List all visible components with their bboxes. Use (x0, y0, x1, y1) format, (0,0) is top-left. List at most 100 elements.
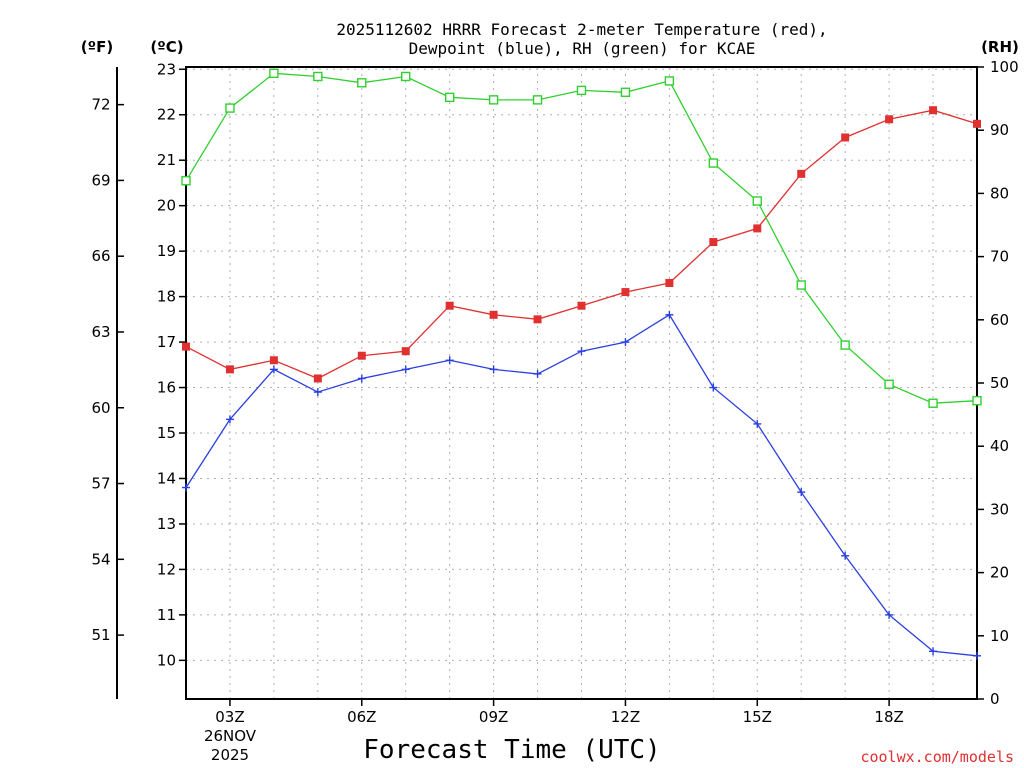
x-tick-label: 06Z (347, 708, 376, 726)
relative-humidity-point (181, 176, 191, 186)
grid-lines (186, 67, 977, 699)
dewpoint-point (973, 651, 981, 660)
2-meter-temperature-point (885, 115, 894, 124)
x-tick-label: 12Z (611, 708, 640, 726)
2-meter-temperature-point (709, 238, 718, 247)
dewpoint-line (185, 313, 978, 657)
2-meter-temperature-line (185, 109, 978, 380)
relative-humidity-point (532, 95, 543, 105)
celsius-tick-label: 15 (157, 424, 176, 442)
dewpoint-point (885, 610, 894, 619)
rh-tick-label: 50 (990, 374, 1009, 392)
rh-tick-label: 40 (990, 437, 1009, 455)
relative-humidity-point (357, 78, 367, 88)
rh-tick-label: 60 (990, 311, 1009, 329)
2-meter-temperature-point (577, 301, 586, 310)
x-axis-label: Forecast Time (UTC) (363, 735, 660, 765)
2-meter-temperature-point (621, 288, 630, 297)
x-tick-label: 09Z (479, 708, 508, 726)
dewpoint-point (445, 356, 454, 365)
celsius-tick-label: 19 (157, 242, 176, 260)
dewpoint-point (621, 338, 630, 347)
dewpoint-point (709, 383, 718, 392)
2-meter-temperature-point (665, 278, 674, 287)
dewpoint-point (797, 488, 806, 497)
2-meter-temperature-point (929, 106, 938, 115)
rh-tick-label: 0 (990, 690, 1000, 708)
2-meter-temperature-point (445, 301, 454, 310)
relative-humidity-point (488, 95, 499, 105)
credit-text: coolwx.com/models (860, 748, 1014, 766)
2-meter-temperature-point (533, 315, 542, 324)
2-meter-temperature-point (182, 342, 190, 351)
fahrenheit-tick-label: 66 (91, 247, 110, 265)
relative-humidity-point (708, 158, 719, 168)
relative-humidity-point (620, 87, 631, 97)
rh-tick-label: 70 (990, 248, 1009, 266)
relative-humidity-point (401, 71, 411, 82)
dewpoint-point (489, 365, 498, 374)
celsius-tick-label: 16 (157, 379, 176, 397)
relative-humidity-point (269, 68, 279, 79)
chart-title-line2: Dewpoint (blue), RH (green) for KCAE (409, 39, 756, 58)
celsius-tick-label: 21 (157, 151, 176, 169)
celsius-tick-label: 22 (157, 106, 176, 124)
celsius-tick-label: 13 (157, 515, 176, 533)
fahrenheit-tick-label: 51 (91, 626, 110, 644)
relative-humidity-point (444, 92, 455, 103)
dewpoint-point (357, 374, 366, 383)
rh-tick-label: 90 (990, 121, 1009, 139)
dewpoint-point (929, 647, 938, 656)
rh-tick-label: 20 (990, 564, 1009, 582)
dewpoint-point (665, 310, 674, 319)
celsius-tick-label: 10 (157, 651, 176, 669)
dewpoint-point (841, 551, 850, 560)
dewpoint-point (533, 369, 542, 378)
2-meter-temperature-point (753, 224, 762, 233)
x-tick-label: 15Z (743, 708, 772, 726)
dewpoint-point (225, 415, 234, 424)
2-meter-temperature-point (225, 365, 234, 374)
celsius-tick-label: 14 (157, 469, 176, 487)
fahrenheit-tick-label: 54 (91, 550, 110, 568)
x-tick-label: 03Z (215, 708, 244, 726)
date-label-day: 26NOV (204, 727, 257, 745)
fahrenheit-tick-label: 72 (91, 96, 110, 114)
2-meter-temperature-point (269, 356, 278, 365)
relative-humidity-point (752, 196, 762, 206)
2-meter-temperature-point (357, 351, 366, 360)
celsius-tick-label: 20 (157, 197, 176, 215)
fahrenheit-tick-label: 57 (91, 475, 110, 493)
2-meter-temperature-point (797, 169, 806, 178)
rh-tick-label: 10 (990, 627, 1009, 645)
celsius-tick-label: 18 (157, 288, 176, 306)
date-label-year: 2025 (211, 746, 249, 764)
2-meter-temperature-point (973, 119, 981, 128)
axes: 10 11 12 13 14 15 16 17 18 19 20 21 22 23 51 54 57 60 63 66… (91, 58, 1018, 726)
2-meter-temperature-point (401, 347, 410, 356)
rh-tick-label: 30 (990, 500, 1009, 518)
2-meter-temperature-point (841, 133, 850, 142)
relative-humidity-point (313, 71, 323, 82)
relative-humidity-point (840, 340, 850, 350)
relative-humidity-point (928, 398, 938, 408)
celsius-tick-label: 11 (157, 606, 176, 624)
celsius-tick-label: 23 (157, 60, 176, 78)
dewpoint-point (401, 365, 410, 374)
dewpoint-point (182, 483, 190, 492)
fahrenheit-tick-label: 60 (91, 399, 110, 417)
fahrenheit-tick-label: 63 (91, 323, 110, 341)
rh-tick-label: 100 (990, 58, 1019, 76)
fahrenheit-tick-label: 69 (91, 171, 110, 189)
celsius-tick-label: 12 (157, 560, 176, 578)
relative-humidity-point (972, 395, 982, 406)
dewpoint-point (313, 388, 322, 397)
chart-title-line1: 2025112602 HRRR Forecast 2-meter Tempera… (336, 20, 827, 39)
rh-tick-label: 80 (990, 184, 1009, 202)
x-tick-label: 18Z (874, 708, 903, 726)
relative-humidity-point (796, 280, 806, 290)
relative-humidity-point (225, 103, 235, 113)
2-meter-temperature-point (489, 310, 498, 319)
celsius-tick-label: 17 (157, 333, 176, 351)
